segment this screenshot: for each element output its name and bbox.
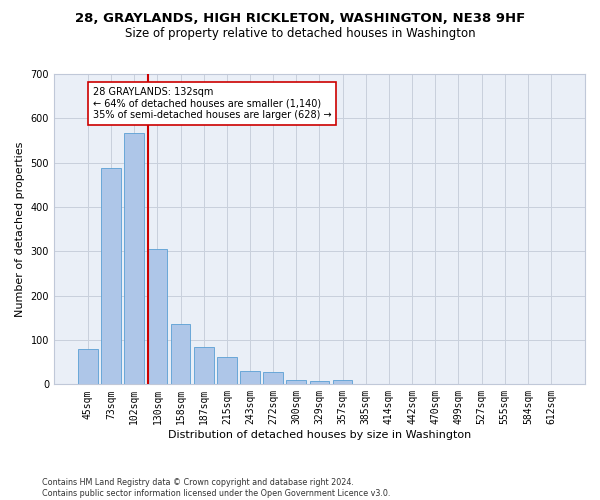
- Bar: [101, 168, 121, 384]
- Bar: [148, 249, 167, 384]
- Bar: [240, 370, 260, 384]
- Bar: [310, 381, 329, 384]
- Text: Size of property relative to detached houses in Washington: Size of property relative to detached ho…: [125, 28, 475, 40]
- Bar: [333, 380, 352, 384]
- Bar: [263, 372, 283, 384]
- Bar: [217, 357, 236, 384]
- Text: 28 GRAYLANDS: 132sqm
← 64% of detached houses are smaller (1,140)
35% of semi-de: 28 GRAYLANDS: 132sqm ← 64% of detached h…: [93, 88, 332, 120]
- Bar: [170, 324, 190, 384]
- X-axis label: Distribution of detached houses by size in Washington: Distribution of detached houses by size …: [168, 430, 471, 440]
- Bar: [78, 349, 98, 384]
- Bar: [286, 380, 306, 384]
- Text: 28, GRAYLANDS, HIGH RICKLETON, WASHINGTON, NE38 9HF: 28, GRAYLANDS, HIGH RICKLETON, WASHINGTO…: [75, 12, 525, 26]
- Y-axis label: Number of detached properties: Number of detached properties: [15, 142, 25, 317]
- Bar: [124, 133, 144, 384]
- Bar: [194, 346, 214, 385]
- Text: Contains HM Land Registry data © Crown copyright and database right 2024.
Contai: Contains HM Land Registry data © Crown c…: [42, 478, 391, 498]
